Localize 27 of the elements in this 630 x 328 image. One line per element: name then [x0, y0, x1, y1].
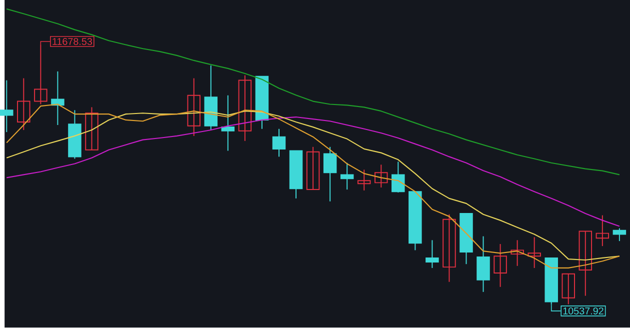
candlestick [34, 44, 48, 105]
candlestick [272, 128, 286, 158]
candlestick [323, 146, 337, 202]
candlestick [510, 240, 524, 267]
candlestick [562, 274, 576, 305]
candlestick [51, 71, 64, 126]
candlestick [578, 230, 592, 296]
candlestick [596, 215, 610, 247]
candlestick [357, 169, 371, 192]
candlestick [476, 236, 490, 293]
candlestick [340, 162, 354, 190]
candlestick [442, 214, 456, 283]
candlestick [238, 74, 252, 142]
text: 10537.92 [563, 308, 604, 315]
annotation: 11678.53 [52, 38, 92, 46]
candlestick [17, 78, 30, 131]
candlestick [374, 164, 388, 188]
candlestick [612, 228, 626, 242]
candlestick [426, 240, 439, 269]
candlestick [528, 236, 541, 269]
candlestick [306, 146, 320, 190]
candlestick [85, 106, 98, 151]
candlestick [494, 244, 507, 288]
candlestick [392, 161, 405, 194]
candlestick [0, 80, 14, 133]
candlestick [221, 95, 235, 152]
candlestick [187, 78, 201, 137]
